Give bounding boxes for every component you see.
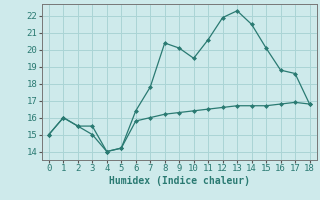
X-axis label: Humidex (Indice chaleur): Humidex (Indice chaleur) — [109, 176, 250, 186]
